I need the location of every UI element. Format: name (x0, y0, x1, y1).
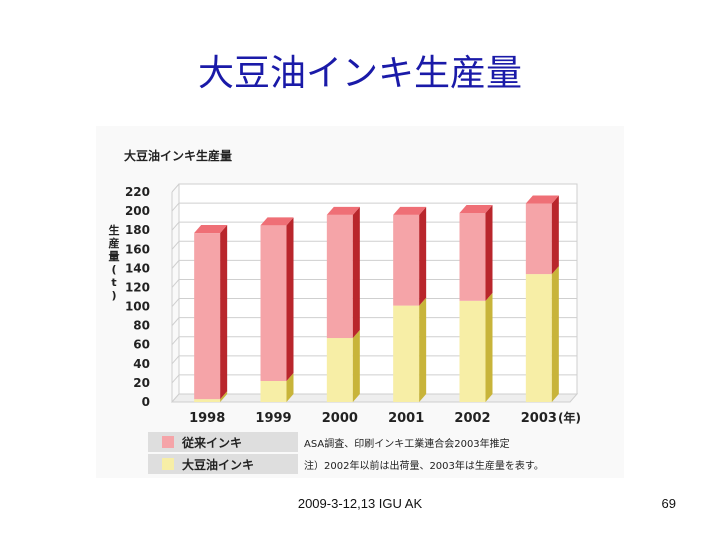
bar-conventional-side (220, 225, 228, 400)
legend-row-bg (148, 454, 298, 474)
y-axis-label-char: 生 (109, 223, 120, 237)
bar-soy-2003 (525, 274, 552, 402)
grid-diag (171, 317, 180, 326)
y-tick-label: 220 (125, 185, 150, 199)
bar-conventional-side (485, 205, 493, 301)
bar-conventional-side (551, 195, 559, 275)
y-axis-label: 生産量(t) (109, 223, 120, 302)
grid-diag (171, 202, 180, 212)
bar-conventional-1999 (260, 225, 287, 381)
chart-svg: 大豆油インキ生産量 020406080100120140160180200220… (109, 148, 581, 474)
y-tick-label: 20 (133, 376, 150, 390)
legend-label: 従来インキ (181, 435, 242, 450)
grid-diag (171, 260, 180, 269)
bars (194, 195, 559, 402)
grid-diag (171, 355, 180, 365)
plot-floor (170, 393, 579, 403)
footer-text: 2009-3-12,13 IGU AK (297, 496, 423, 511)
bar-top (525, 195, 559, 204)
x-axis-unit: (年) (558, 410, 581, 425)
bar-soy-side (352, 330, 360, 402)
y-tick-label: 200 (125, 204, 150, 218)
grid-diag (171, 374, 180, 384)
grid-layer (170, 183, 579, 403)
bar-soy-2002 (459, 300, 486, 402)
bar-conventional-2001 (393, 214, 420, 306)
y-tick-label: 60 (133, 338, 150, 352)
bar-conventional-side (419, 206, 427, 306)
x-tick-labels: 1998 1999 2000 2001 2002 2003 (189, 411, 557, 426)
bar-soy-1999 (260, 381, 287, 402)
y-tick-label: 180 (125, 223, 150, 237)
bar-top (194, 225, 228, 234)
bar-soy-side (286, 373, 294, 402)
grid-diag (171, 336, 180, 346)
bar-soy-side (485, 292, 493, 402)
bar-soy-side (419, 297, 427, 402)
bar-conventional-side (286, 217, 294, 381)
bar-soy-2000 (326, 338, 353, 402)
y-tick-label: 80 (133, 319, 150, 333)
bar-soy-side (551, 266, 559, 402)
bar-top (326, 206, 360, 215)
grid-diag (171, 221, 180, 231)
chart-title: 大豆油インキ生産量 (124, 148, 232, 163)
y-tick-label: 40 (133, 357, 150, 371)
y-tick-label: 0 (142, 395, 150, 409)
y-axis-label-char: t (111, 276, 116, 289)
bar-soy-side (220, 391, 228, 402)
y-axis-label-char: 量 (109, 250, 120, 263)
bar-conventional-2000 (326, 214, 353, 339)
bar-top (393, 206, 427, 215)
legend-swatch (162, 458, 174, 470)
slide-title: 大豆油インキ生産量 (197, 53, 522, 94)
bar-conventional-2003 (525, 203, 552, 275)
bar-soy-1998 (194, 399, 221, 402)
legend-note: 注）2002年以前は出荷量、2003年は生産量を表す。 (304, 459, 544, 472)
bar-top (260, 217, 294, 226)
grid-diag (171, 279, 180, 288)
page-number: 69 (661, 496, 676, 511)
y-tick-label: 120 (125, 280, 150, 294)
y-axis-label-char: ( (111, 263, 116, 276)
bar-conventional-side (352, 206, 360, 339)
x-tick-label: 2000 (322, 411, 358, 426)
bar-soy-2001 (393, 305, 420, 402)
grid-diag (171, 240, 180, 250)
x-tick-label: 2003 (521, 411, 557, 426)
plot-back-wall (178, 183, 578, 395)
y-tick-label: 160 (125, 242, 150, 256)
y-tick-labels: 0 20 40 60 80 100 120 140 160 180 200 220 (125, 185, 150, 409)
y-axis-label-char: 産 (109, 236, 120, 250)
legend-label: 大豆油インキ (182, 457, 254, 472)
chart-panel: 大豆油インキ生産量 0 20 40 60 80 100 120 140 160 180 200 220… (96, 126, 624, 478)
bar-conventional-2002 (459, 213, 486, 301)
y-tick-label: 100 (125, 300, 150, 314)
y-tick-label: 140 (125, 261, 150, 275)
legend-swatch (162, 436, 174, 448)
grid-diag (171, 298, 180, 307)
legend-row-bg (148, 432, 298, 452)
grid-diag (171, 183, 180, 193)
bar-conventional-1998 (194, 233, 221, 400)
x-tick-label: 1999 (255, 411, 291, 426)
x-tick-label: 2002 (454, 411, 490, 426)
y-axis-label-char: ) (111, 289, 116, 302)
x-tick-label: 1998 (189, 411, 225, 426)
x-tick-label: 2001 (388, 411, 424, 426)
legend-note: ASA調査、印刷インキ工業連合会2003年推定 (304, 437, 510, 450)
bar-top (459, 205, 493, 213)
